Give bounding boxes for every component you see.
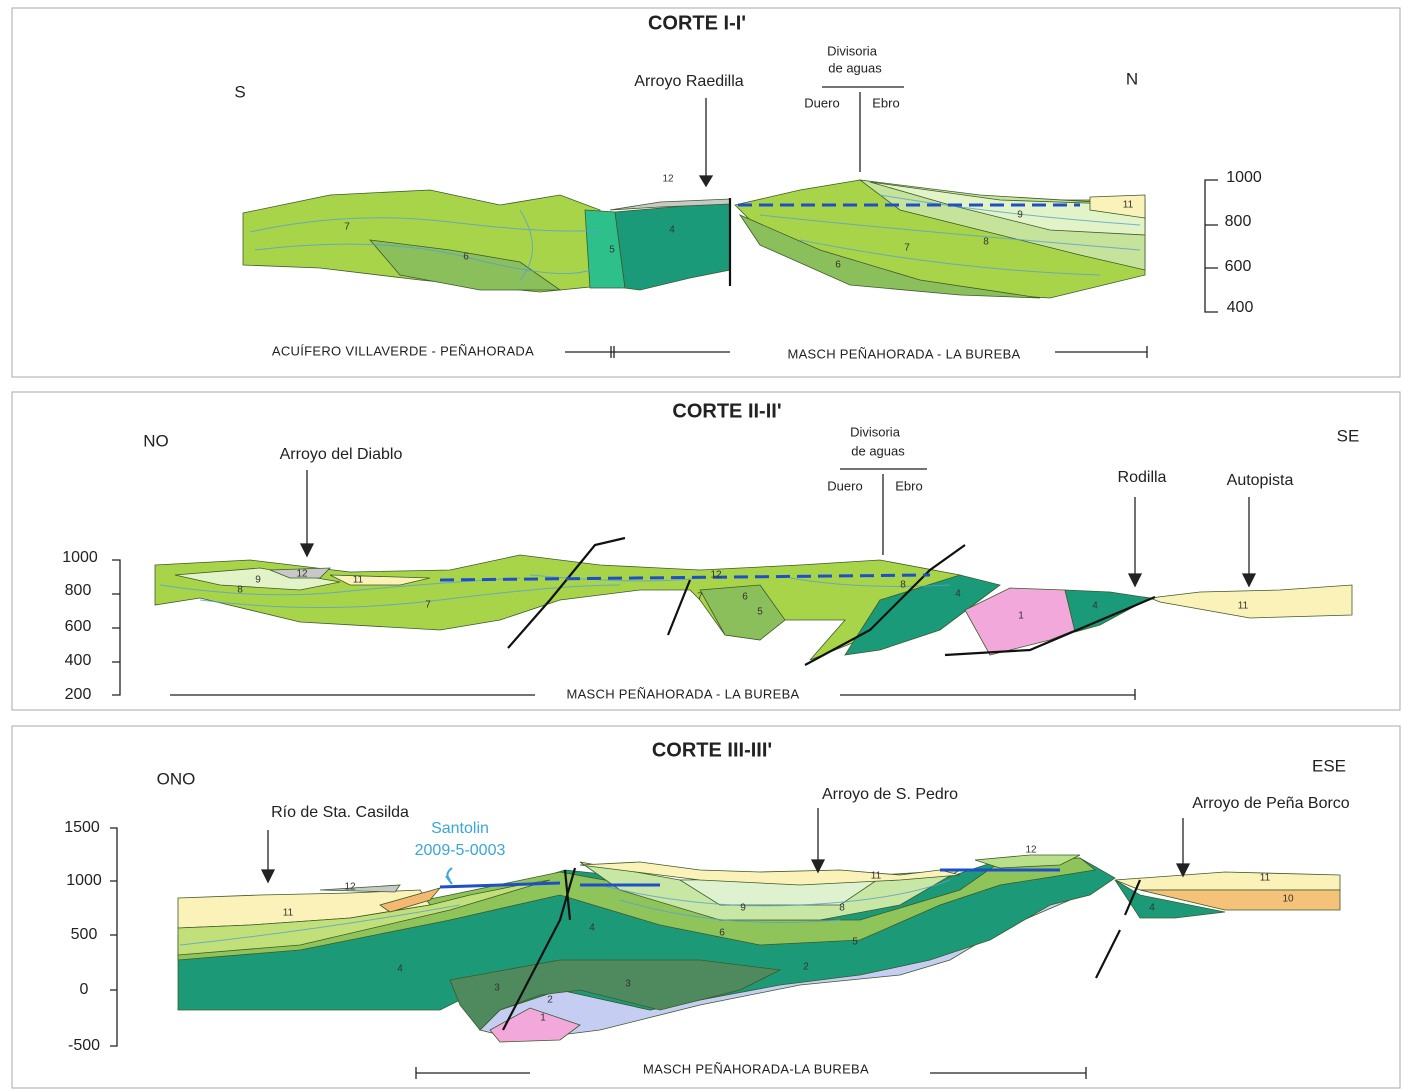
label: Río de Sta. Casilda [271,804,409,821]
unit-label: 8 [237,585,243,596]
label: 500 [71,926,98,943]
label: Arroyo Raedilla [634,73,743,90]
unit-label: 1 [540,1013,546,1024]
unit-label: 11 [1238,601,1249,612]
unit-label: 11 [1260,873,1271,884]
unit-label: 8 [839,903,845,914]
label: Ebro [872,95,899,110]
label: ACUÍFERO VILLAVERDE - PEÑAHORADA [272,343,534,358]
unit-label: 5 [757,607,763,618]
label: S [234,82,245,101]
label: SE [1337,426,1360,445]
unit-label: 4 [1092,601,1098,612]
well-symbol [446,868,452,884]
unit-label: 8 [900,580,906,591]
unit-label: 11 [283,908,294,919]
unit-label: 11 [871,871,882,882]
unit-label: 5 [852,937,858,948]
label: de aguas [828,60,882,75]
label: Arroyo del Diablo [280,446,403,463]
unit-label: 12 [296,569,308,580]
unit-label: 6 [835,260,841,271]
unit-label: 2 [547,995,553,1006]
label: CORTE I-I' [648,12,746,34]
section-1-geology [243,180,1145,298]
label: 1000 [66,872,102,889]
label: ONO [157,769,196,788]
label: Santolin [431,820,489,837]
label: Duero [804,95,839,110]
label: -500 [68,1037,100,1054]
label: 1500 [64,819,100,836]
label: MASCH PEÑAHORADA - LA BUREBA [787,346,1020,361]
unit-label: 1 [1018,611,1024,622]
unit-label: 11 [353,575,364,586]
label: NO [143,431,169,450]
unit-label: 12 [710,570,722,581]
unit-label: 4 [955,589,961,600]
panel-frame [12,8,1400,377]
label: Arroyo de S. Pedro [822,786,958,803]
panel-frame [12,392,1400,710]
label: 800 [65,582,92,599]
label: ESE [1312,756,1346,775]
label: MASCH PEÑAHORADA-LA BUREBA [643,1061,869,1076]
unit-label: 9 [1017,210,1023,221]
label: Autopista [1227,472,1294,489]
unit-label: 7 [697,592,703,603]
label: Divisoria [850,424,901,439]
unit-label: 3 [625,979,631,990]
label: N [1126,69,1138,88]
unit-label: 2 [803,962,809,973]
label: Divisoria [827,43,878,58]
unit-label: 9 [255,575,261,586]
label: 400 [1227,299,1254,316]
label: 1000 [62,549,98,566]
label: CORTE III-III' [652,739,772,761]
label: Arroyo de Peña Borco [1192,795,1350,812]
unit-label: 9 [740,903,746,914]
label: Rodilla [1118,469,1167,486]
label: Ebro [895,478,922,493]
unit-label: 12 [1025,845,1037,856]
label: 400 [65,652,92,669]
unit-label: 11 [1123,200,1134,211]
unit-label: 7 [344,222,350,233]
label: MASCH PEÑAHORADA - LA BUREBA [566,686,799,701]
label: 2009-5-0003 [415,842,506,859]
unit-label: 6 [463,252,469,263]
unit-label: 12 [662,174,674,185]
unit-label: 8 [983,237,989,248]
unit-label: 3 [494,983,500,994]
unit-label: 4 [397,964,403,975]
label: 600 [65,618,92,635]
unit-label: 7 [904,243,910,254]
label: Duero [827,478,862,493]
label: CORTE II-II' [672,400,781,422]
label: 1000 [1226,169,1262,186]
label: 600 [1225,258,1252,275]
unit-label: 10 [1282,894,1294,905]
label: 800 [1225,213,1252,230]
section-2-geology [155,555,1352,660]
label: 0 [80,981,89,998]
unit-label: 4 [589,923,595,934]
unit-label: 6 [742,592,748,603]
unit-label: 7 [425,600,431,611]
unit-label: 6 [719,928,725,939]
unit-label: 12 [344,882,356,893]
label: 200 [65,686,92,703]
unit-label: 4 [669,225,675,236]
label: de aguas [851,443,905,458]
cross-sections: CORTE I-I' S N Arroyo Raedilla Divisoria de a… [0,0,1402,1091]
unit-label: 5 [609,245,615,256]
unit-label: 4 [1149,903,1155,914]
